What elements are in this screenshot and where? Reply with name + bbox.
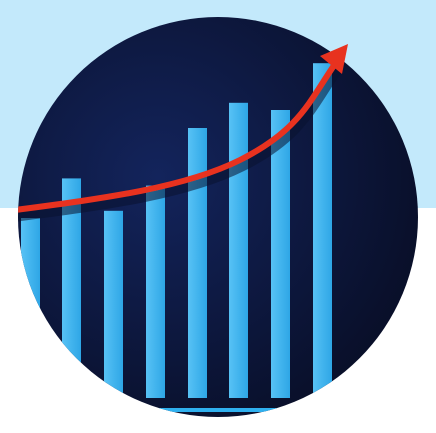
chart-bar xyxy=(313,63,332,398)
chart-bar xyxy=(188,128,207,398)
chart-bar xyxy=(21,218,40,398)
chart-bar xyxy=(62,178,81,398)
trend-arrow-icon xyxy=(320,44,348,74)
trend-line-shadow xyxy=(18,66,342,224)
chart-bar xyxy=(271,110,290,398)
chart-bar xyxy=(104,210,123,398)
chart-bar xyxy=(146,185,165,398)
trend-line xyxy=(18,61,338,215)
chart-baseline xyxy=(30,408,330,412)
chart-bar xyxy=(229,102,248,399)
bar-series xyxy=(21,63,332,399)
